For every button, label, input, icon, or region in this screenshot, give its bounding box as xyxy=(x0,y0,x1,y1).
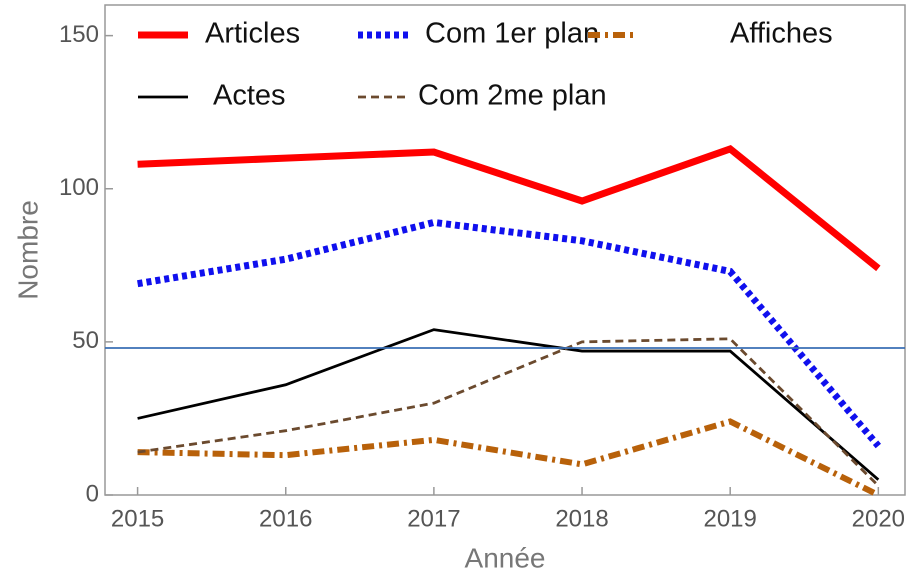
series-line xyxy=(137,218,882,449)
series-line xyxy=(137,337,880,487)
x-axis-label: Année xyxy=(465,542,546,573)
x-tick-label: 2020 xyxy=(852,505,905,532)
y-axis-label: Nombre xyxy=(12,200,43,300)
y-tick-label: 0 xyxy=(86,480,99,507)
legend-label: Com 1er plan xyxy=(425,18,599,50)
x-tick-label: 2019 xyxy=(703,505,756,532)
legend-label: Articles xyxy=(205,18,300,50)
series-line xyxy=(137,328,880,481)
x-tick-label: 2017 xyxy=(407,505,460,532)
x-tick-label: 2016 xyxy=(259,505,312,532)
y-tick-label: 50 xyxy=(72,327,99,354)
x-tick-label: 2015 xyxy=(111,505,164,532)
series-line xyxy=(137,418,880,498)
y-tick-label: 100 xyxy=(59,174,99,201)
y-tick-label: 150 xyxy=(59,21,99,48)
legend-label: Com 2me plan xyxy=(418,80,607,112)
legend-label: Actes xyxy=(213,80,286,112)
x-tick-label: 2018 xyxy=(555,505,608,532)
series-line xyxy=(137,144,881,272)
legend-label: Affiches xyxy=(730,18,833,50)
plot-frame xyxy=(104,4,906,496)
